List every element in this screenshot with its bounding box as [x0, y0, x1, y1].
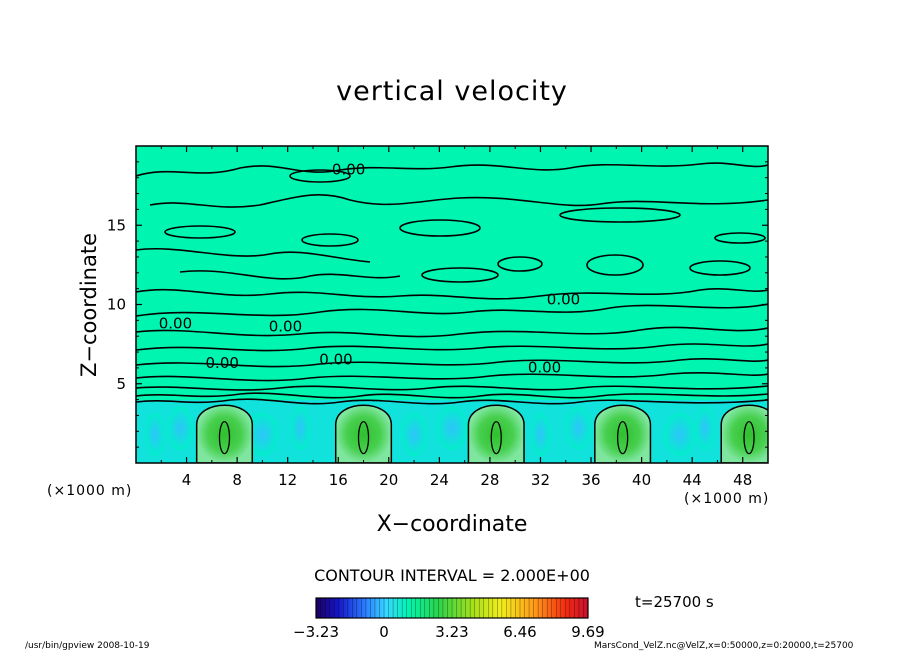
chart-title: vertical velocity: [336, 76, 568, 107]
downdraft-blob: [436, 406, 468, 451]
updraft-core-contour: [490, 420, 502, 455]
x-tick-label: 20: [379, 471, 398, 489]
x-tick-label: 28: [480, 471, 499, 489]
x-tick-label: 32: [531, 471, 550, 489]
x-axis-ticks: 4 8 12 16 20 24 28 32 36 40 44 48: [160, 146, 752, 489]
downdraft-blob: [290, 406, 311, 451]
x-tick-label: 36: [581, 471, 600, 489]
updraft-core-contour: [218, 420, 231, 455]
downdraft-blob: [246, 412, 279, 457]
colorbar-tick-label: 0: [379, 623, 389, 641]
y-tick-label: 5: [116, 375, 126, 393]
contour-label: 0.00: [319, 351, 352, 369]
x-origin-unit: (×1000 m): [47, 483, 133, 499]
contour-label: 0.00: [332, 161, 365, 179]
x-tick-label: 40: [632, 471, 651, 489]
downdraft-blob: [530, 412, 551, 457]
y-axis-label: Z−coordinate: [77, 233, 101, 377]
colorbar-level-lines: [320, 598, 584, 618]
x-tick-label: 48: [733, 471, 752, 489]
x-tick-label: 16: [329, 471, 348, 489]
updraft-core-contour: [616, 420, 629, 455]
x-tick-label: 8: [232, 471, 242, 489]
contour-label: 0.00: [547, 291, 580, 309]
downdraft-blob: [167, 406, 194, 451]
footer-right: MarsCond_VelZ.nc@VelZ,x=0:50000,z=0:2000…: [594, 641, 854, 651]
updraft-plume: [467, 404, 525, 463]
zero-contours: [136, 162, 768, 405]
updraft-plume: [334, 404, 393, 463]
updraft-plume: [195, 404, 254, 463]
footer-left: /usr/bin/gpview 2008-10-19: [25, 641, 150, 651]
colorbar-tick-label: 6.46: [503, 623, 536, 641]
contour-label: 0.00: [528, 359, 561, 377]
downdraft-blob: [663, 412, 696, 457]
updraft-plume: [594, 404, 652, 463]
downdraft-blob: [565, 406, 592, 451]
downdraft-blob: [401, 412, 428, 457]
updraft-core-contour: [743, 420, 755, 455]
contour-label: 0.00: [206, 354, 239, 372]
x-tick-label: 4: [182, 471, 192, 489]
contour-label-group: 0.00 0.00 0.00 0.00 0.00 0.00 0.00: [159, 161, 580, 377]
colorbar-tick-label: 3.23: [435, 623, 468, 641]
x-tick-label: 44: [683, 471, 702, 489]
y-tick-label: 10: [107, 296, 126, 314]
updraft-plumes: [195, 404, 768, 463]
downdraft-blob: [144, 412, 165, 457]
x-axis-label: X−coordinate: [376, 512, 528, 537]
y-tick-label: 15: [107, 216, 126, 234]
colorbar-ticks: −3.23 0 3.23 6.46 9.69: [293, 623, 605, 641]
x-tick-label: 12: [278, 471, 297, 489]
downdraft-blob: [694, 406, 715, 451]
downdraft-regions: [144, 406, 715, 457]
x-axis-unit: (×1000 m): [684, 491, 770, 507]
contour-interval: CONTOUR INTERVAL = 2.000E+00: [314, 566, 590, 585]
y-axis-ticks: 5 10 15: [107, 161, 768, 448]
contour-label: 0.00: [159, 314, 192, 332]
updraft-core-contour: [357, 420, 370, 455]
x-tick-label: 24: [430, 471, 449, 489]
colorbar-tick-label: −3.23: [293, 623, 339, 641]
colorbar-tick-label: 9.69: [571, 623, 604, 641]
time-stamp: t=25700 s: [635, 593, 714, 611]
contour-label: 0.00: [269, 317, 302, 335]
